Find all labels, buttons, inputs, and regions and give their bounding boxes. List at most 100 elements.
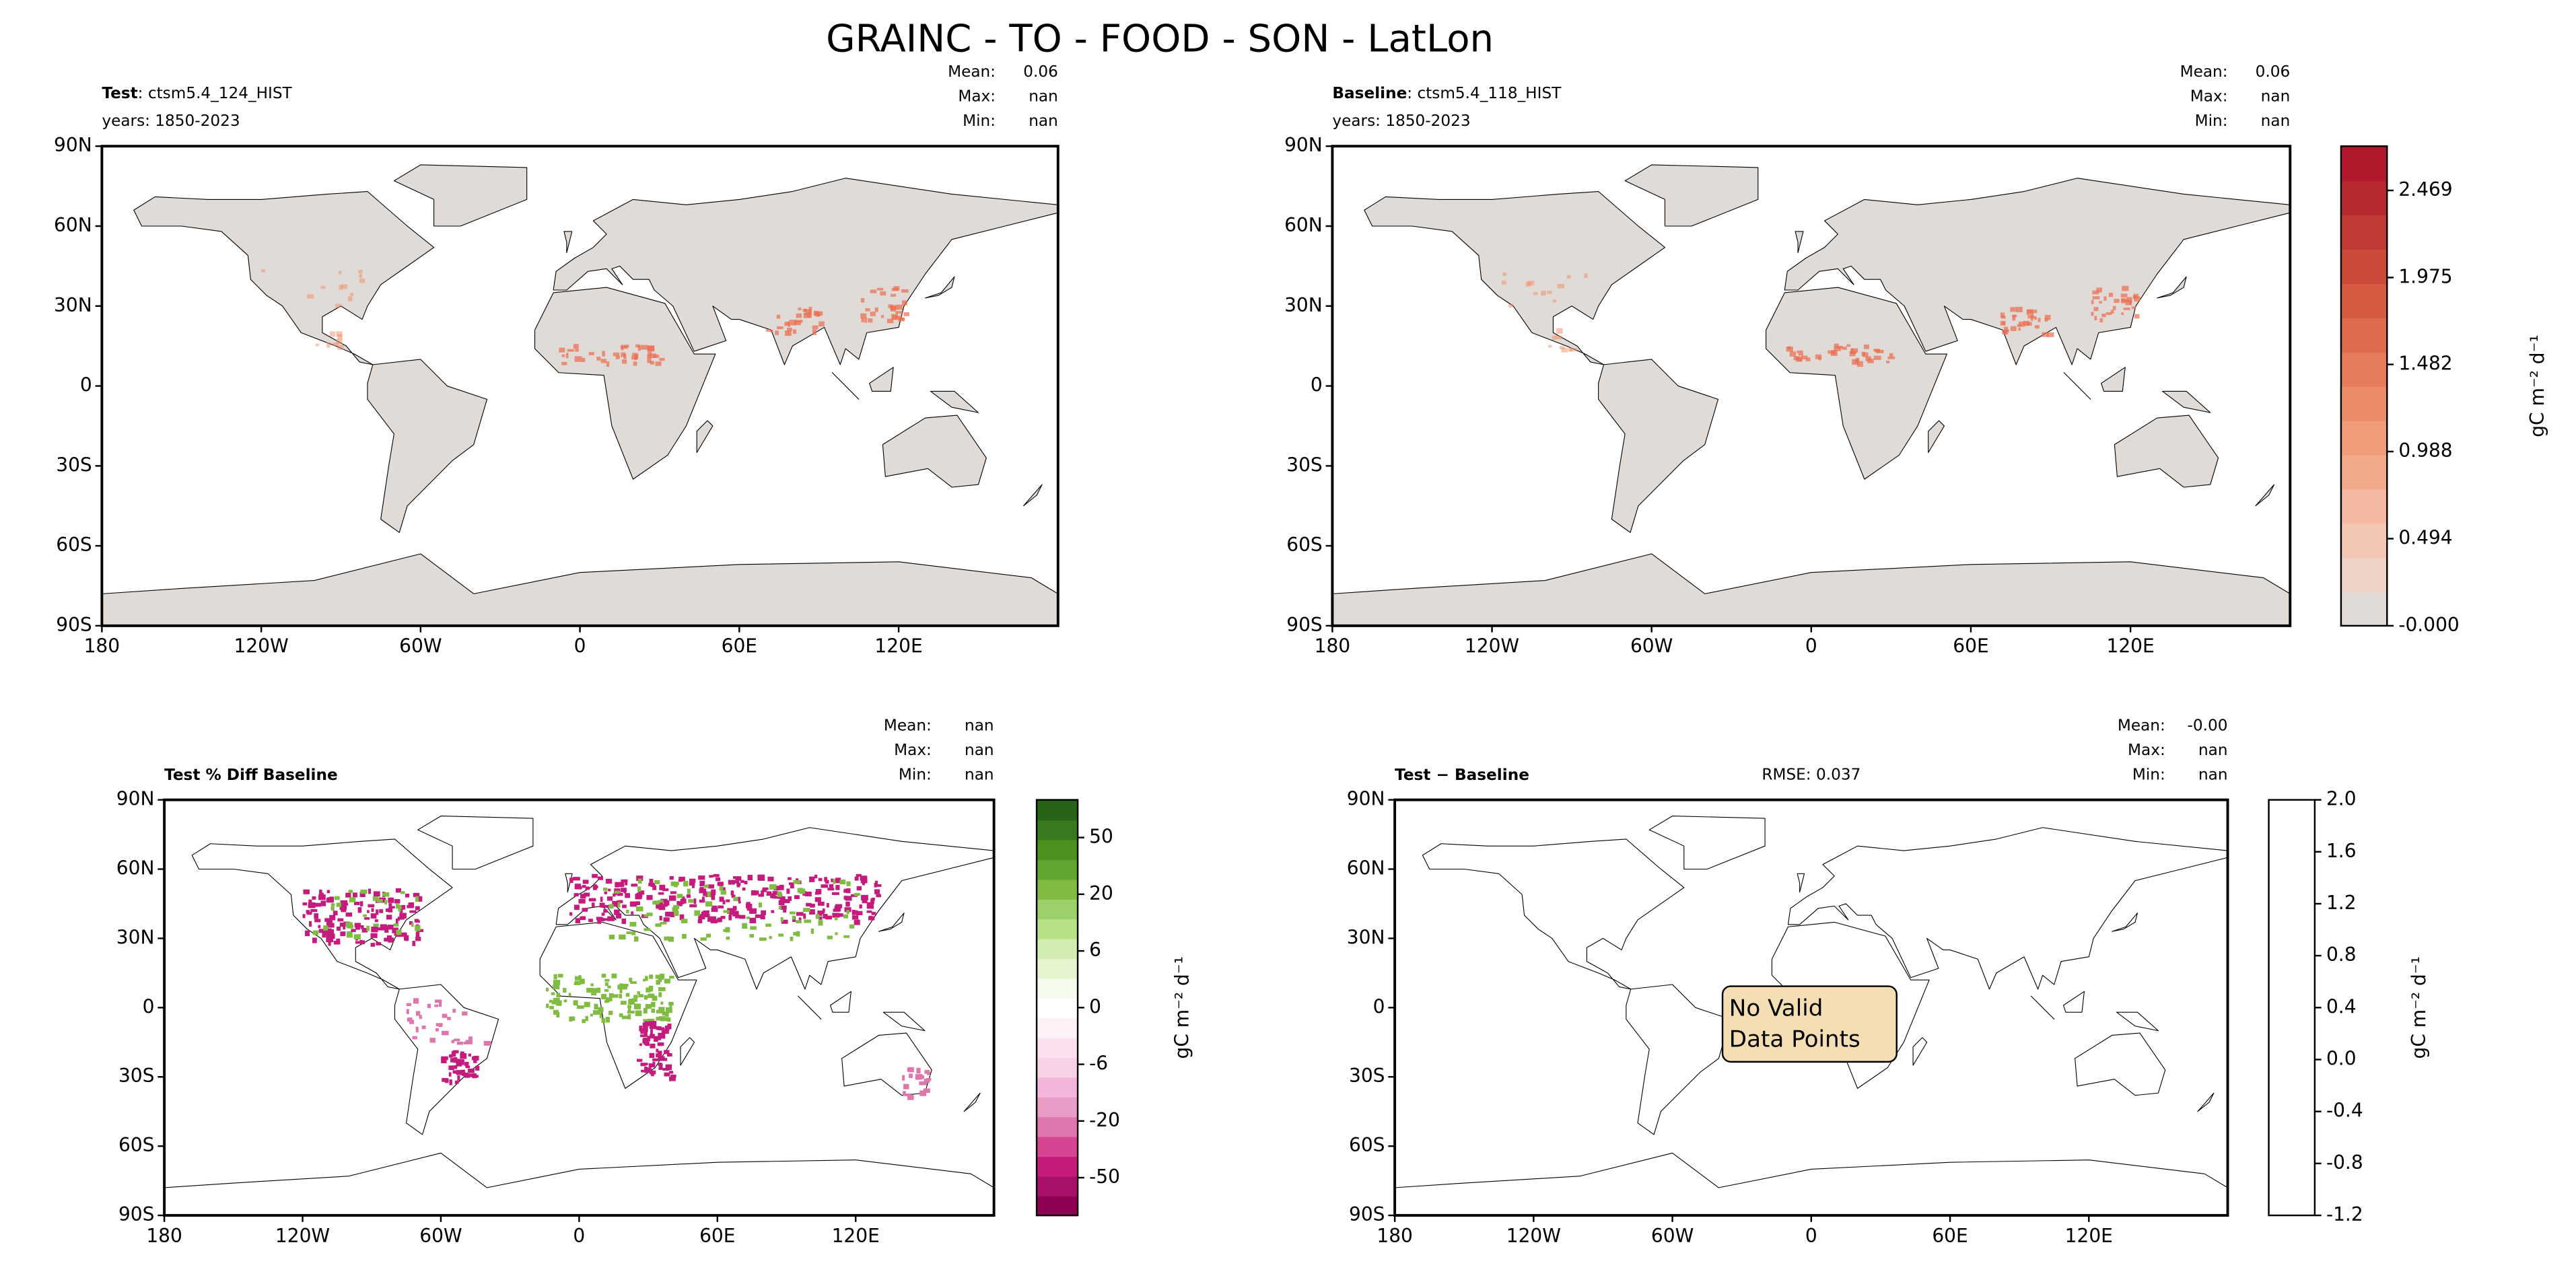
- data-speck: [639, 1043, 642, 1046]
- data-speck: [315, 343, 319, 347]
- data-speck: [318, 929, 324, 933]
- data-speck: [829, 884, 834, 888]
- data-speck: [462, 1011, 468, 1016]
- data-speck: [827, 935, 833, 939]
- data-speck: [815, 914, 820, 919]
- data-speck: [607, 916, 615, 921]
- data-speck: [845, 896, 852, 901]
- data-speck: [854, 876, 859, 881]
- data-speck: [388, 907, 393, 913]
- data-speck: [620, 985, 625, 989]
- data-speck: [613, 994, 619, 998]
- data-speck: [658, 1056, 665, 1060]
- data-speck: [860, 878, 868, 884]
- data-speck: [660, 1017, 665, 1022]
- data-speck: [806, 902, 812, 906]
- x-tick-label: 60E: [1932, 1225, 1968, 1247]
- data-speck: [613, 352, 619, 357]
- data-speck: [868, 318, 873, 323]
- data-speck: [654, 1036, 658, 1042]
- data-speck: [2105, 312, 2112, 316]
- data-speck: [658, 1007, 665, 1013]
- data-speck: [773, 886, 780, 891]
- data-speck: [333, 940, 341, 945]
- colorbar-tick-label: 6: [1089, 939, 1101, 961]
- data-speck: [582, 880, 589, 884]
- data-speck: [2003, 326, 2009, 332]
- data-speck: [665, 1007, 672, 1013]
- data-speck: [646, 987, 654, 992]
- data-speck: [557, 974, 563, 978]
- data-speck: [718, 917, 722, 923]
- data-speck: [456, 1061, 462, 1067]
- data-speck: [594, 1003, 598, 1010]
- y-tick-label: 0: [1311, 374, 1323, 396]
- data-speck: [637, 886, 641, 892]
- data-speck: [546, 1003, 549, 1008]
- data-speck: [326, 936, 334, 943]
- data-speck: [339, 922, 345, 927]
- data-speck: [621, 888, 627, 892]
- data-speck: [605, 878, 613, 884]
- x-tick-label: 120E: [874, 635, 922, 657]
- colorbar-band: [1037, 819, 1078, 841]
- data-speck: [329, 331, 336, 337]
- data-speck: [619, 1013, 623, 1017]
- data-speck: [730, 890, 734, 896]
- data-speck: [370, 943, 376, 947]
- panel-title: Baseline: ctsm5.4_118_HIST: [1332, 84, 1562, 102]
- data-speck: [406, 1009, 409, 1014]
- data-speck: [1798, 353, 1804, 356]
- data-speck: [657, 1027, 665, 1030]
- data-speck: [651, 1001, 656, 1007]
- data-speck: [664, 978, 670, 984]
- data-speck: [614, 909, 620, 915]
- data-speck: [649, 974, 654, 979]
- annotation: Data Points: [1729, 1026, 1860, 1053]
- data-speck: [796, 313, 802, 318]
- data-speck: [844, 907, 851, 913]
- data-speck: [631, 998, 637, 1002]
- data-speck: [1561, 348, 1568, 353]
- data-speck: [367, 910, 370, 913]
- data-speck: [789, 320, 797, 326]
- data-speck: [682, 933, 687, 939]
- data-speck: [1854, 360, 1858, 363]
- data-speck: [886, 318, 894, 324]
- data-speck: [353, 934, 361, 939]
- data-speck: [717, 882, 724, 886]
- data-speck: [625, 893, 631, 898]
- data-speck: [776, 314, 781, 319]
- y-tick-label: 30S: [118, 1065, 155, 1087]
- data-speck: [665, 911, 670, 917]
- data-speck: [874, 889, 880, 894]
- data-speck: [549, 1005, 554, 1009]
- data-speck: [814, 874, 818, 879]
- data-speck: [600, 896, 603, 902]
- data-speck: [312, 896, 316, 900]
- data-speck: [699, 899, 705, 903]
- y-tick-label: 30S: [1286, 454, 1323, 476]
- data-speck: [599, 1012, 602, 1018]
- data-speck: [862, 882, 865, 886]
- colorbar-tick-label: -1.2: [2326, 1203, 2363, 1225]
- data-speck: [368, 904, 375, 908]
- data-speck: [556, 993, 561, 998]
- data-speck: [854, 893, 860, 896]
- data-speck: [464, 1073, 471, 1078]
- data-speck: [399, 908, 403, 913]
- y-tick-label: 0: [143, 995, 155, 1017]
- data-speck: [843, 935, 850, 938]
- data-speck: [870, 289, 877, 293]
- data-speck: [661, 1029, 669, 1034]
- data-speck: [650, 1021, 657, 1024]
- data-speck: [761, 890, 764, 895]
- data-speck: [621, 1001, 627, 1005]
- data-speck: [659, 884, 666, 890]
- data-speck: [336, 902, 342, 907]
- data-speck: [1789, 351, 1797, 357]
- data-speck: [631, 911, 634, 915]
- data-speck: [630, 981, 637, 984]
- data-speck: [798, 307, 802, 311]
- data-speck: [361, 927, 368, 933]
